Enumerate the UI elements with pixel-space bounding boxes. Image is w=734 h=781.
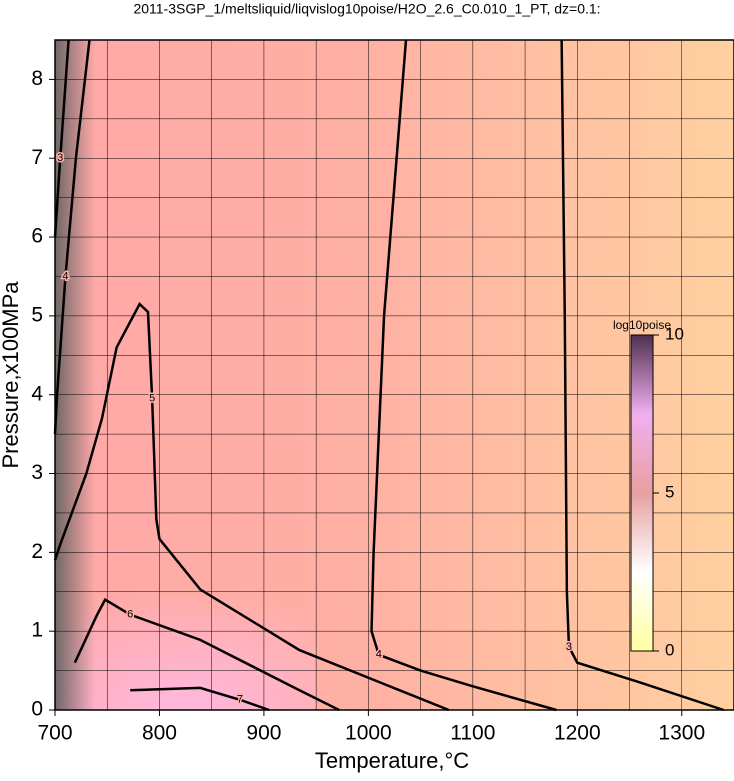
contour-line [53,39,70,238]
contour-label: 5 [149,393,155,405]
x-tick-label: 1000 [345,722,392,745]
contour-line [53,39,91,435]
x-tick-label: 1300 [658,722,705,745]
x-tick-label: 700 [37,722,72,745]
x-tick-label: 900 [246,722,281,745]
colorbar-tick-label: 10 [665,324,684,343]
colorbar-label: log10poise [613,318,671,332]
y-tick-label: 1 [31,619,43,642]
x-tick-label: 800 [142,722,177,745]
x-tick-label: 1200 [554,722,601,745]
y-tick-label: 4 [31,382,43,405]
y-tick-label: 0 [31,698,43,721]
y-axis-label: Pressure,x100MPa [0,281,23,469]
contour-label: 3 [566,641,572,653]
y-tick-label: 5 [31,303,43,326]
y-tick-label: 7 [31,146,43,169]
contour-label: 6 [127,609,133,621]
contour-label: 4 [376,649,382,661]
contour-line [53,302,450,712]
colorbar-tick-label: 0 [665,640,674,659]
contour-line [130,686,270,712]
contour-label: 3 [57,152,63,164]
contour-line [73,597,340,712]
x-tick-label: 1100 [450,722,495,745]
contour-label: 7 [237,694,243,706]
chart-title: 2011-3SGP_1/meltsliquid/liqvislog10poise… [133,1,600,17]
contour-line [370,39,557,712]
x-axis-label: Temperature,°C [315,748,469,773]
y-tick-label: 2 [31,540,43,563]
y-tick-label: 8 [31,67,43,90]
contour-line [560,39,724,712]
colorbar [630,334,654,652]
colorbar-tick-label: 5 [665,482,674,501]
plot-frame [54,39,734,711]
contour-label: 4 [62,270,68,282]
y-tick-label: 6 [31,225,43,248]
y-tick-label: 3 [31,461,43,484]
